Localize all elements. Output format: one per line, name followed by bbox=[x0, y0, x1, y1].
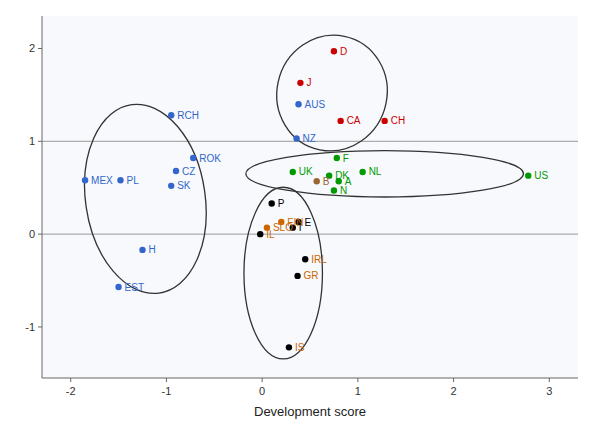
y-tick-label: 2 bbox=[29, 42, 35, 54]
point bbox=[337, 118, 343, 124]
point bbox=[117, 177, 123, 183]
point-label: B bbox=[323, 176, 330, 187]
point bbox=[290, 169, 296, 175]
x-tick bbox=[357, 378, 358, 382]
point-label: RCH bbox=[177, 110, 199, 121]
point bbox=[168, 183, 174, 189]
point bbox=[139, 247, 145, 253]
point-label: H bbox=[149, 244, 156, 255]
point bbox=[302, 256, 308, 262]
ellipse bbox=[246, 151, 524, 197]
point bbox=[82, 177, 88, 183]
y-tick-label: 1 bbox=[29, 135, 35, 147]
point-label: MEX bbox=[91, 175, 113, 186]
ellipse-group bbox=[72, 97, 218, 302]
ellipse bbox=[266, 25, 399, 161]
x-axis-label: Development score bbox=[254, 404, 366, 419]
y-tick-label: -1 bbox=[25, 321, 35, 333]
point-label: UK bbox=[299, 166, 313, 177]
x-tick bbox=[549, 378, 550, 382]
x-axis-line bbox=[42, 378, 578, 379]
point-label: CA bbox=[347, 115, 361, 126]
point-label: SLO bbox=[273, 222, 293, 233]
point-label: CZ bbox=[182, 166, 195, 177]
x-tick bbox=[70, 378, 71, 382]
point-label: US bbox=[534, 170, 548, 181]
point bbox=[381, 118, 387, 124]
point-label: E bbox=[305, 217, 312, 228]
ellipse-group bbox=[266, 25, 399, 161]
y-tick bbox=[38, 48, 42, 49]
y-tick-label: 0 bbox=[29, 228, 35, 240]
point bbox=[293, 135, 299, 141]
point bbox=[314, 178, 320, 184]
point-label: ROK bbox=[199, 153, 221, 164]
point bbox=[334, 155, 340, 161]
point bbox=[331, 48, 337, 54]
point bbox=[257, 231, 263, 237]
point bbox=[359, 169, 365, 175]
point bbox=[295, 101, 301, 107]
point bbox=[294, 273, 300, 279]
x-tick bbox=[166, 378, 167, 382]
point-label: EST bbox=[125, 282, 144, 293]
point-label: AUS bbox=[305, 99, 326, 110]
x-tick-label: 2 bbox=[451, 385, 457, 397]
ellipse-group bbox=[246, 151, 524, 197]
y-tick bbox=[38, 141, 42, 142]
x-tick bbox=[453, 378, 454, 382]
chart: DJAUSCACHNZRCHROKCZMEXPLSKFUKDKABNLNUSPF… bbox=[0, 0, 594, 426]
point-label: IS bbox=[295, 342, 305, 353]
y-axis-line bbox=[42, 16, 43, 378]
point bbox=[115, 284, 121, 290]
point bbox=[168, 112, 174, 118]
point bbox=[190, 155, 196, 161]
x-tick-label: 0 bbox=[259, 385, 265, 397]
point-label: IRL bbox=[311, 254, 327, 265]
ellipse bbox=[72, 97, 218, 302]
point bbox=[286, 344, 292, 350]
ellipse bbox=[244, 187, 322, 359]
point-label: CH bbox=[391, 115, 405, 126]
point-label: D bbox=[340, 46, 347, 57]
point-label: GR bbox=[304, 270, 319, 281]
point bbox=[525, 172, 531, 178]
point bbox=[331, 187, 337, 193]
point-label: SK bbox=[177, 180, 191, 191]
plot-group bbox=[42, 25, 578, 359]
point-label: J bbox=[306, 77, 311, 88]
point bbox=[297, 80, 303, 86]
point-label: N bbox=[340, 185, 347, 196]
plot-area bbox=[42, 16, 578, 378]
point bbox=[173, 168, 179, 174]
point bbox=[269, 200, 275, 206]
point-label: I bbox=[299, 222, 302, 233]
ellipse-group bbox=[244, 187, 322, 359]
x-tick-label: 3 bbox=[546, 385, 552, 397]
x-tick bbox=[262, 378, 263, 382]
y-tick bbox=[38, 326, 42, 327]
point-label: F bbox=[343, 153, 349, 164]
y-tick bbox=[38, 234, 42, 235]
reference-line bbox=[42, 234, 578, 235]
point-label: P bbox=[278, 198, 285, 209]
point-label: NZ bbox=[303, 133, 316, 144]
x-tick-label: -1 bbox=[162, 385, 172, 397]
point-label: NL bbox=[369, 166, 382, 177]
x-tick-label: 1 bbox=[355, 385, 361, 397]
x-tick-label: -2 bbox=[66, 385, 76, 397]
point-label: IL bbox=[266, 229, 275, 240]
point-label: PL bbox=[126, 175, 139, 186]
